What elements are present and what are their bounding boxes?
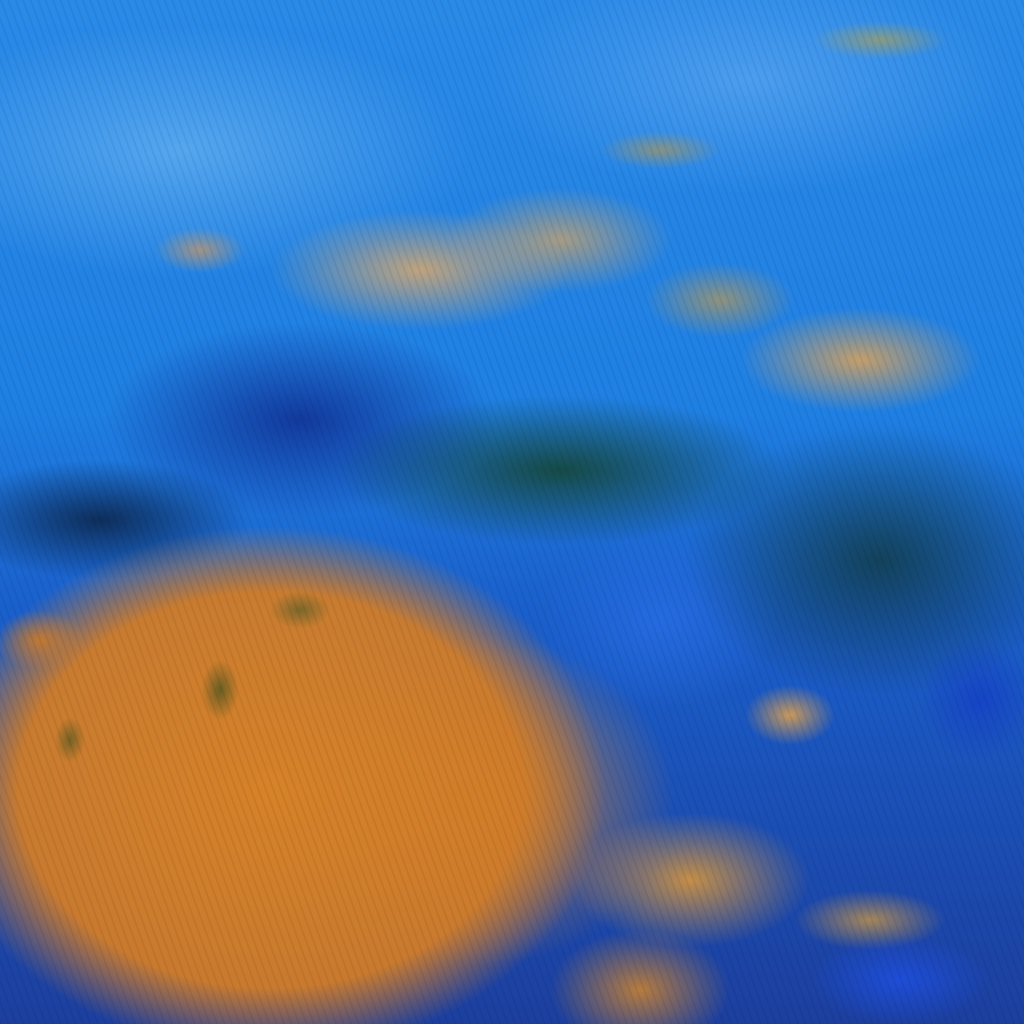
satellite-image bbox=[0, 0, 1024, 1024]
cloud-shadows bbox=[0, 0, 1024, 1024]
cloud-texture bbox=[0, 0, 1024, 1024]
